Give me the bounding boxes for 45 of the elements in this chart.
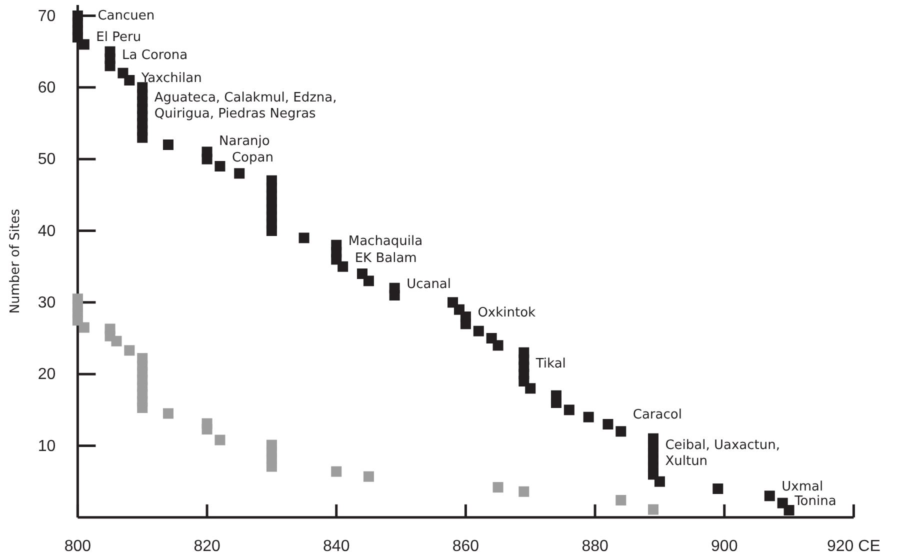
annotation: Tonina bbox=[794, 493, 836, 508]
y-tick-label: 20 bbox=[38, 366, 56, 384]
annotation: Ceibal, Uaxactun, Xultun bbox=[665, 437, 780, 468]
point bbox=[266, 461, 277, 472]
annotation: Machaquila bbox=[348, 233, 423, 248]
point bbox=[518, 486, 530, 497]
x-tick-label: 840 bbox=[323, 538, 350, 555]
y-tick-label: 60 bbox=[38, 80, 56, 97]
point bbox=[78, 322, 90, 333]
annotation: Naranjo bbox=[219, 133, 270, 148]
annotation: Copan bbox=[232, 150, 274, 166]
annotation: El Peru bbox=[96, 30, 142, 45]
y-tick-label: 10 bbox=[38, 438, 56, 455]
point bbox=[111, 336, 122, 346]
point bbox=[363, 471, 374, 482]
y-tick-label: 70 bbox=[38, 8, 56, 25]
annotation: Tikal bbox=[534, 356, 566, 371]
point bbox=[331, 466, 342, 477]
annotation: EK Balam bbox=[354, 250, 417, 266]
point bbox=[648, 504, 658, 515]
annotation: Yaxchilan bbox=[140, 70, 202, 86]
x-tick-label: 880 bbox=[582, 538, 608, 555]
y-tick-label: 50 bbox=[38, 151, 56, 168]
point bbox=[492, 482, 504, 493]
annotation: Ucanal bbox=[406, 276, 452, 292]
point bbox=[616, 494, 626, 506]
point bbox=[124, 345, 135, 356]
x-tick-label: 920 CE bbox=[827, 538, 880, 555]
point bbox=[162, 408, 174, 419]
point bbox=[137, 402, 148, 414]
point bbox=[214, 434, 226, 446]
y-tick-label: 40 bbox=[38, 222, 56, 240]
annotation: Caracol bbox=[632, 406, 682, 422]
y-tick-label: 30 bbox=[38, 294, 56, 312]
x-tick-label: 860 bbox=[452, 538, 480, 555]
x-tick-label: 800 bbox=[64, 538, 92, 555]
point bbox=[202, 424, 212, 435]
x-tick-label: 820 bbox=[194, 538, 220, 555]
annotation: Uxmal bbox=[782, 479, 824, 494]
x-tick-label: 900 bbox=[711, 538, 738, 555]
annotation: Cancuen bbox=[98, 8, 155, 24]
annotation: Oxkintok bbox=[478, 304, 536, 320]
annotation: La Corona bbox=[122, 48, 188, 63]
y-axis-title: Number of Sites bbox=[8, 208, 23, 314]
annotation: Aguateca, Calakmul, Edzna, Quirigua, Piedras Negras bbox=[154, 90, 337, 121]
